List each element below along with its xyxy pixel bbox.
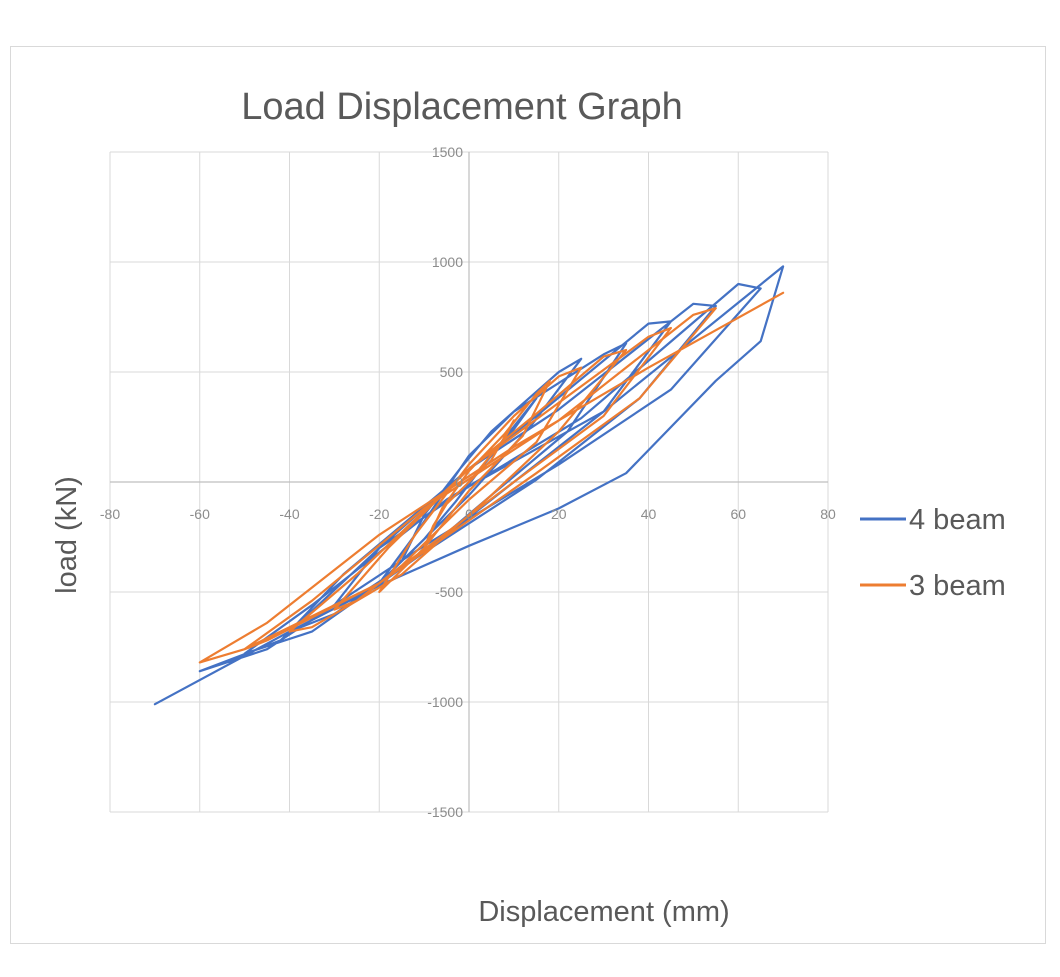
y-tick-label: -500 xyxy=(435,584,463,600)
x-tick-label: 60 xyxy=(730,506,746,522)
y-tick-label: -1500 xyxy=(427,804,463,820)
y-tick-label: 500 xyxy=(440,364,464,380)
y-tick-label: -1000 xyxy=(427,694,463,710)
y-tick-label: 1000 xyxy=(432,254,463,270)
x-tick-label: -80 xyxy=(100,506,120,522)
legend: 4 beam 3 beam xyxy=(860,504,1006,602)
x-tick-label: -60 xyxy=(190,506,210,522)
x-tick-label: -40 xyxy=(279,506,299,522)
y-tick-label: 1500 xyxy=(432,144,463,160)
y-axis-title: load (kN) xyxy=(51,476,83,594)
series-layer xyxy=(153,265,785,706)
x-tick-label: 0 xyxy=(465,506,473,522)
legend-label-0: 4 beam xyxy=(909,504,1006,536)
x-tick-label: 80 xyxy=(820,506,836,522)
series-line-1 xyxy=(198,291,785,664)
chart-title: Load Displacement Graph xyxy=(241,86,682,128)
chart-frame: Load Displacement Graph -80 -60 -40 -20 0 20 4… xyxy=(10,46,1046,944)
y-tick-label: 0 xyxy=(455,474,463,490)
tick-labels: -80 -60 -40 -20 0 20 40 60 80 -1500 -1000 -500 500 10… xyxy=(100,144,836,820)
x-axis-title: Displacement (mm) xyxy=(478,896,729,928)
legend-label-1: 3 beam xyxy=(909,570,1006,602)
x-tick-label: -20 xyxy=(369,506,389,522)
chart-svg: Load Displacement Graph -80 -60 -40 -20 0 20 4… xyxy=(51,86,1006,928)
x-tick-label: 40 xyxy=(641,506,657,522)
x-tick-label: 20 xyxy=(551,506,567,522)
